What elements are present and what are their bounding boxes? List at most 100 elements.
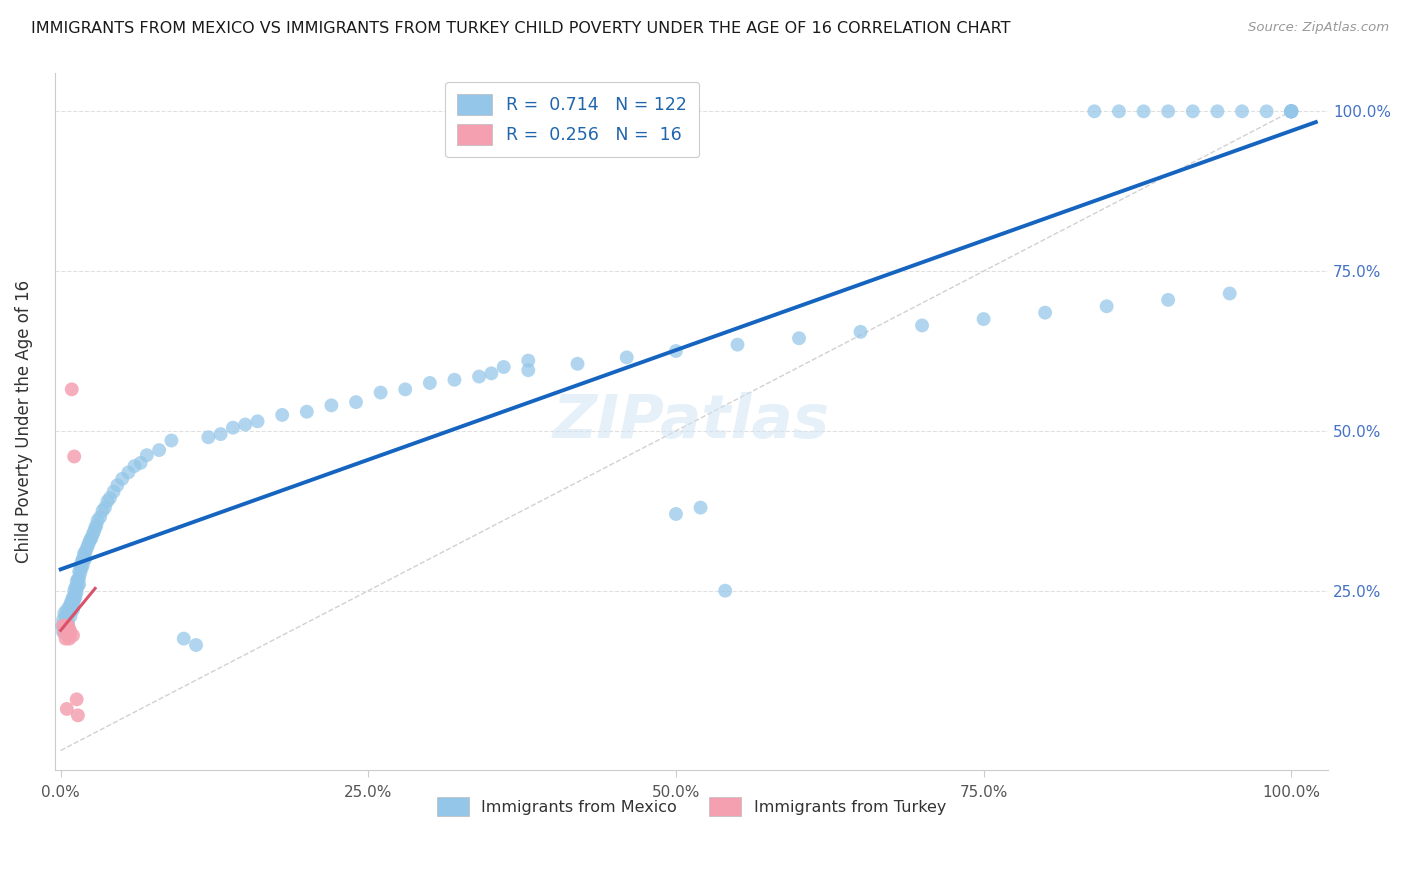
Point [1279,104,1302,119]
Point [344,395,367,409]
Point [67,571,90,585]
Point [1219,286,1241,301]
Point [197,430,219,444]
Point [91,504,114,518]
Point [63,590,86,604]
Point [60,382,83,396]
Point [1132,104,1154,119]
Point [89,510,111,524]
Point [77,535,100,549]
Point [55,619,77,633]
Point [63,593,86,607]
Point [80,531,103,545]
Point [58,603,80,617]
Point [60,593,83,607]
Point [419,376,441,390]
Point [160,434,183,448]
Point [66,574,89,588]
Point [787,331,810,345]
Point [246,414,269,428]
Point [67,565,90,579]
Point [911,318,934,333]
Point [66,692,89,706]
Point [62,603,84,617]
Point [1083,104,1105,119]
Point [567,357,589,371]
Point [82,527,104,541]
Point [53,625,76,640]
Point [124,458,146,473]
Point [75,545,97,559]
Point [96,494,118,508]
Point [1095,299,1118,313]
Point [394,382,416,396]
Point [84,521,107,535]
Point [321,398,343,412]
Point [1108,104,1130,119]
Point [65,590,87,604]
Point [1279,104,1302,119]
Point [56,619,79,633]
Point [665,344,688,359]
Point [75,551,97,566]
Point [62,590,84,604]
Point [468,369,491,384]
Point [105,478,128,492]
Point [135,448,157,462]
Point [53,606,76,620]
Point [70,561,93,575]
Point [59,597,82,611]
Point [103,484,125,499]
Point [222,420,245,434]
Point [66,572,89,586]
Point [849,325,872,339]
Point [72,558,94,573]
Point [66,585,89,599]
Text: Source: ZipAtlas.com: Source: ZipAtlas.com [1249,21,1389,35]
Point [56,603,79,617]
Point [56,702,79,716]
Point [53,622,76,636]
Point [55,632,77,646]
Point [479,367,502,381]
Point [1157,104,1180,119]
Point [271,408,294,422]
Point [60,599,83,614]
Point [1279,104,1302,119]
Point [148,443,170,458]
Point [51,619,73,633]
Point [69,559,91,574]
Point [98,491,121,505]
Point [58,599,80,614]
Point [65,587,87,601]
Point [1279,104,1302,119]
Point [56,619,79,633]
Point [73,547,96,561]
Point [1033,306,1056,320]
Point [63,583,86,598]
Point [665,507,688,521]
Point [1206,104,1229,119]
Point [66,708,89,723]
Point [58,632,80,646]
Point [517,353,540,368]
Point [86,518,108,533]
Point [1256,104,1278,119]
Text: IMMIGRANTS FROM MEXICO VS IMMIGRANTS FROM TURKEY CHILD POVERTY UNDER THE AGE OF : IMMIGRANTS FROM MEXICO VS IMMIGRANTS FRO… [31,21,1011,37]
Point [59,603,82,617]
Point [616,351,638,365]
Point [79,533,101,547]
Point [517,363,540,377]
Point [66,581,89,595]
Point [69,566,91,580]
Point [233,417,256,432]
Point [492,359,515,374]
Point [1279,104,1302,119]
Point [1279,104,1302,119]
Point [76,542,98,557]
Point [1279,104,1302,119]
Point [55,609,77,624]
Point [62,597,84,611]
Point [184,638,207,652]
Point [59,625,82,640]
